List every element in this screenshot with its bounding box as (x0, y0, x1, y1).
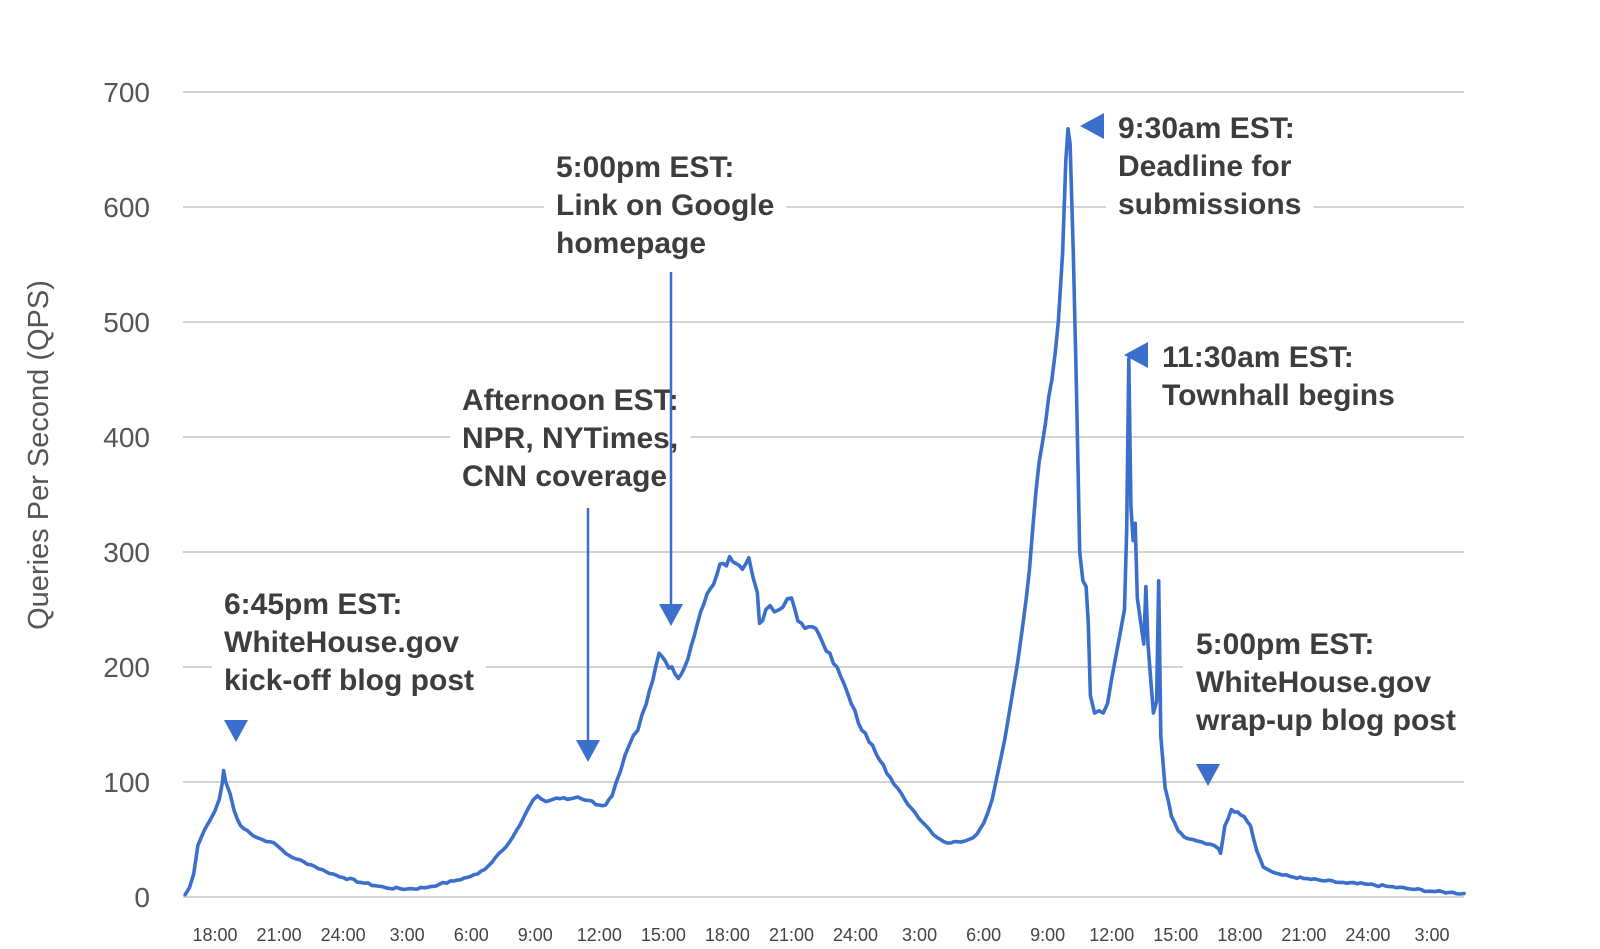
x-tick-label-17: 21:00 (1281, 925, 1326, 945)
annotation-line: 6:45pm EST: (224, 588, 402, 621)
annotation-text: 6:45pm EST: WhiteHouse.gov kick-off blog p… (224, 588, 474, 697)
y-axis-label: Queries Per Second (QPS) (23, 280, 55, 630)
annotation-line: 5:00pm EST: (556, 151, 734, 184)
y-tick-label-500: 500 (103, 307, 150, 338)
annotation-3: 9:30am EST: Deadline for submissions (1080, 110, 1314, 223)
annotation-text: Afternoon EST: NPR, NYTimes, CNN coverage (462, 384, 679, 493)
y-tick-label-600: 600 (103, 192, 150, 223)
series-line-0 (183, 127, 1466, 897)
annotation-line: homepage (556, 227, 706, 260)
y-tick-label-300: 300 (103, 537, 150, 568)
y-tick-label-100: 100 (103, 767, 150, 798)
annotation-arrow-down-icon (659, 604, 683, 626)
x-tick-label-1: 21:00 (257, 925, 302, 945)
annotation-bg (1183, 626, 1468, 739)
annotation-line: Deadline for (1118, 150, 1292, 183)
x-tick-label-14: 12:00 (1089, 925, 1134, 945)
annotation-text: 9:30am EST: Deadline for submissions (1118, 112, 1301, 221)
annotation-line: WhiteHouse.gov (224, 626, 459, 659)
annotation-text: 11:30am EST: Townhall begins (1162, 341, 1395, 412)
annotation-arrow-down-icon (224, 720, 248, 742)
x-tick-label-8: 18:00 (705, 925, 750, 945)
x-tick-label-11: 3:00 (902, 925, 937, 945)
x-axis-ticks: 18:00 21:00 24:00 3:00 6:00 9:00 12:00 15:00 18:… (193, 925, 1450, 945)
annotation-line: NPR, NYTimes, (462, 422, 678, 455)
annotation-5: 5:00pm EST: WhiteHouse.gov wrap-up blog po… (1183, 626, 1468, 786)
annotation-4: 11:30am EST: Townhall begins (1124, 339, 1407, 414)
x-tick-label-12: 6:00 (966, 925, 1001, 945)
annotation-bg (1106, 110, 1314, 223)
annotation-arrow-down-icon (1196, 764, 1220, 786)
x-tick-label-4: 6:00 (454, 925, 489, 945)
annotation-line: submissions (1118, 188, 1301, 221)
y-tick-label-0: 0 (134, 882, 150, 913)
annotation-line: Townhall begins (1162, 379, 1395, 412)
x-tick-label-3: 3:00 (390, 925, 425, 945)
x-tick-label-18: 24:00 (1345, 925, 1390, 945)
annotation-line: 11:30am EST: (1162, 341, 1354, 374)
annotation-text: 5:00pm EST: Link on Google homepage (556, 151, 774, 260)
x-tick-label-15: 15:00 (1153, 925, 1198, 945)
annotation-arrow-left-icon (1080, 113, 1104, 139)
annotation-bg (1150, 339, 1407, 414)
series-lines (183, 127, 1466, 897)
annotation-bg (212, 586, 486, 699)
annotation-line: wrap-up blog post (1195, 704, 1456, 737)
annotation-line: kick-off blog post (224, 664, 474, 697)
y-tick-label-700: 700 (103, 77, 150, 108)
annotation-line: Afternoon EST: (462, 384, 679, 417)
y-axis-ticks: 0 100 200 300 400 500 600 700 (103, 77, 150, 913)
annotation-line: 5:00pm EST: (1196, 628, 1374, 661)
x-tick-label-19: 3:00 (1414, 925, 1449, 945)
annotations: 6:45pm EST: WhiteHouse.gov kick-off blog p… (212, 110, 1468, 786)
annotation-1: Afternoon EST: NPR, NYTimes, CNN coverage (450, 382, 691, 762)
y-tick-label-200: 200 (103, 652, 150, 683)
annotation-bg (450, 382, 691, 495)
annotation-0: 6:45pm EST: WhiteHouse.gov kick-off blog p… (212, 586, 486, 742)
x-tick-label-0: 18:00 (193, 925, 238, 945)
annotation-arrow-down-icon (576, 740, 600, 762)
x-tick-label-9: 21:00 (769, 925, 814, 945)
x-tick-label-13: 9:00 (1030, 925, 1065, 945)
x-tick-label-6: 12:00 (577, 925, 622, 945)
annotation-line: 9:30am EST: (1118, 112, 1295, 145)
annotation-line: Link on Google (556, 189, 774, 222)
annotation-text: 5:00pm EST: WhiteHouse.gov wrap-up blog po… (1195, 628, 1456, 737)
x-tick-label-16: 18:00 (1217, 925, 1262, 945)
annotation-2: 5:00pm EST: Link on Google homepage (544, 149, 787, 626)
annotation-arrow-left-icon (1124, 342, 1148, 368)
annotation-line: WhiteHouse.gov (1196, 666, 1431, 699)
y-tick-label-400: 400 (103, 422, 150, 453)
annotation-line: CNN coverage (462, 460, 667, 493)
x-tick-label-7: 15:00 (641, 925, 686, 945)
x-tick-label-2: 24:00 (321, 925, 366, 945)
x-tick-label-5: 9:00 (518, 925, 553, 945)
x-tick-label-10: 24:00 (833, 925, 878, 945)
annotation-bg (544, 149, 787, 262)
